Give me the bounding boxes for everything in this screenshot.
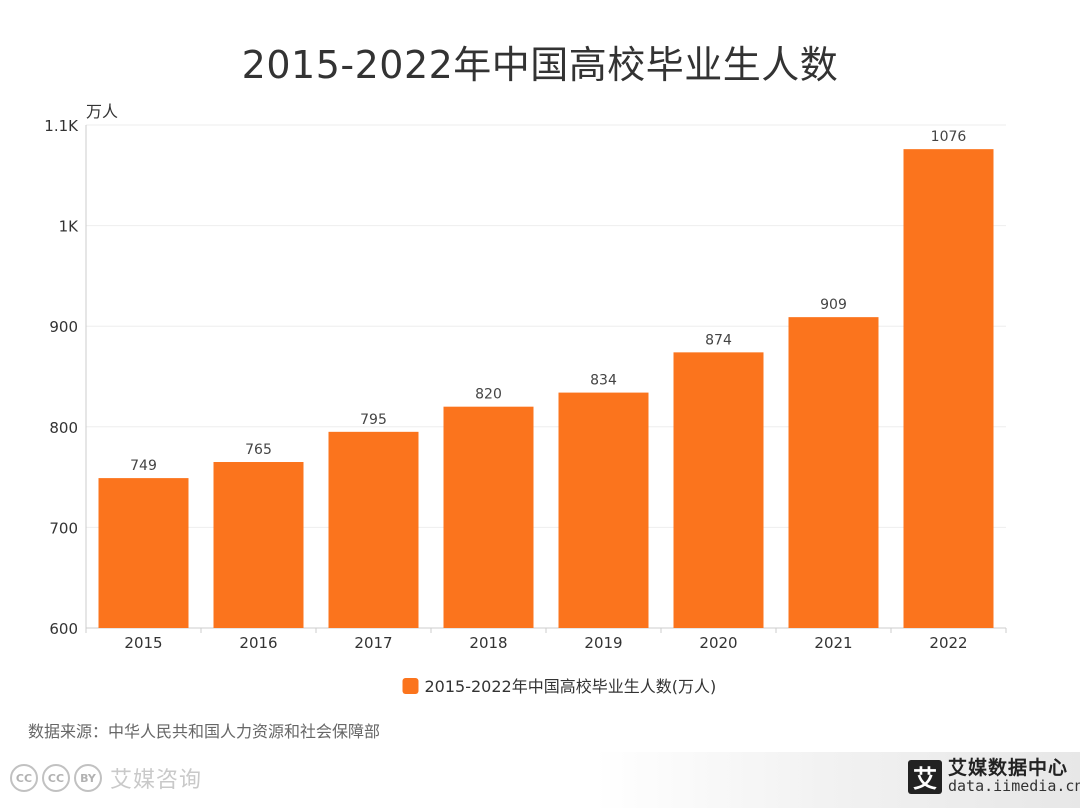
data-source: 数据来源：中华人民共和国人力资源和社会保障部 <box>28 722 381 741</box>
cc-icon: CC <box>10 764 38 792</box>
data-label: 834 <box>590 373 617 389</box>
footer-band <box>0 752 1080 808</box>
bar <box>98 478 189 628</box>
y-tick-label: 1.1K <box>44 117 79 135</box>
x-tick-label: 2017 <box>354 634 392 652</box>
y-tick-label: 600 <box>49 620 78 638</box>
legend-label: 2015-2022年中国高校毕业生人数(万人) <box>425 677 717 696</box>
data-label: 874 <box>705 332 732 348</box>
y-axis-label: 万人 <box>86 102 118 121</box>
bar <box>328 431 419 628</box>
logo-url: data.iimedia.cn <box>948 776 1080 795</box>
watermark: 艾媒咨询 <box>110 768 203 793</box>
bar <box>673 352 764 628</box>
logo-name: 艾媒数据中心 <box>948 757 1069 779</box>
data-label: 795 <box>360 412 387 428</box>
x-tick-label: 2022 <box>929 634 967 652</box>
bar-chart: 600 700 800 900 1K 1.1K 万人 749 2015 765 2016 795 201… <box>44 102 1007 696</box>
data-label: 1076 <box>931 129 967 145</box>
cc-nc-icon: CC <box>42 764 70 792</box>
bar <box>213 462 304 628</box>
cc-by-icon: BY <box>74 764 102 792</box>
y-tick-label: 700 <box>49 519 78 537</box>
x-tick-label: 2016 <box>239 634 277 652</box>
bar <box>443 406 534 628</box>
y-tick-label: 800 <box>49 419 78 437</box>
bar <box>788 317 879 628</box>
bar <box>558 392 649 628</box>
data-label: 765 <box>245 442 272 458</box>
y-tick-label: 1K <box>59 218 80 236</box>
x-tick-label: 2015 <box>124 634 162 652</box>
logo-mark-icon: 艾 <box>908 759 942 794</box>
data-label: 909 <box>820 297 847 313</box>
data-label: 820 <box>475 387 502 403</box>
bar <box>903 149 994 629</box>
data-label: 749 <box>130 458 157 474</box>
x-tick-label: 2018 <box>469 634 507 652</box>
x-tick-label: 2020 <box>699 634 737 652</box>
legend-swatch <box>402 678 419 694</box>
x-tick-label: 2019 <box>584 634 622 652</box>
brand-logo: 艾 艾媒数据中心 data.iimedia.cn <box>908 757 1080 795</box>
x-tick-label: 2021 <box>814 634 852 652</box>
y-tick-label: 900 <box>49 318 78 336</box>
license-icons: CC CC BY 艾媒咨询 <box>10 758 202 798</box>
chart-title: 2015-2022年中国高校毕业生人数 <box>241 43 839 87</box>
